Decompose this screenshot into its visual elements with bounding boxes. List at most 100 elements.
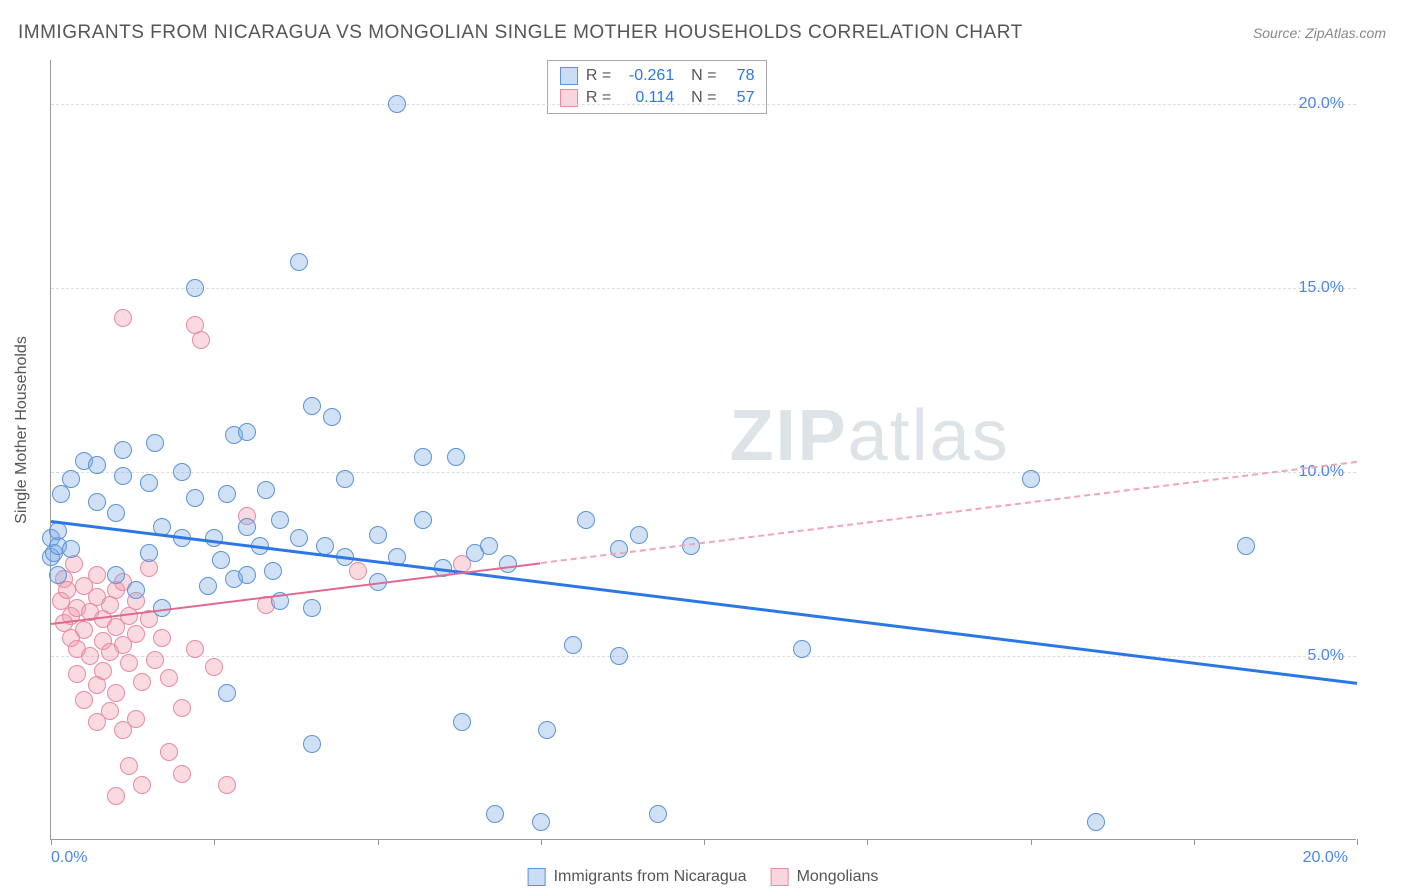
- x-tick-mark: [1357, 839, 1358, 845]
- scatter-point-blue: [114, 467, 132, 485]
- scatter-point-blue: [447, 448, 465, 466]
- scatter-point-pink: [153, 629, 171, 647]
- x-tick-label: 20.0%: [1303, 849, 1348, 867]
- scatter-point-pink: [88, 566, 106, 584]
- scatter-point-blue: [238, 518, 256, 536]
- scatter-point-blue: [316, 537, 334, 555]
- scatter-point-blue: [264, 562, 282, 580]
- scatter-point-blue: [49, 566, 67, 584]
- correlation-legend: R = -0.261 N = 78 R = 0.114 N = 57: [547, 60, 768, 114]
- scatter-point-pink: [160, 743, 178, 761]
- trend-line: [541, 461, 1357, 564]
- trend-line: [51, 520, 1357, 685]
- scatter-point-blue: [290, 529, 308, 547]
- x-tick-mark: [867, 839, 868, 845]
- scatter-point-blue: [610, 540, 628, 558]
- scatter-point-blue: [1237, 537, 1255, 555]
- chart-container: IMMIGRANTS FROM NICARAGUA VS MONGOLIAN S…: [0, 0, 1406, 892]
- gridline: [51, 472, 1356, 473]
- scatter-point-blue: [205, 529, 223, 547]
- correlation-row-blue: R = -0.261 N = 78: [560, 65, 755, 87]
- watermark: ZIPatlas: [730, 395, 1010, 477]
- scatter-point-blue: [486, 805, 504, 823]
- scatter-point-blue: [369, 526, 387, 544]
- scatter-point-blue: [1022, 470, 1040, 488]
- legend-label-pink: Mongolians: [797, 868, 879, 886]
- scatter-point-blue: [630, 526, 648, 544]
- scatter-point-pink: [114, 309, 132, 327]
- legend-item-blue: Immigrants from Nicaragua: [528, 868, 747, 886]
- swatch-pink-icon: [771, 868, 789, 886]
- scatter-point-pink: [94, 662, 112, 680]
- scatter-point-blue: [499, 555, 517, 573]
- scatter-point-pink: [349, 562, 367, 580]
- scatter-point-blue: [336, 470, 354, 488]
- scatter-point-pink: [127, 625, 145, 643]
- scatter-point-blue: [186, 279, 204, 297]
- x-tick-label: 0.0%: [51, 849, 87, 867]
- scatter-point-blue: [480, 537, 498, 555]
- scatter-point-pink: [68, 665, 86, 683]
- scatter-point-blue: [793, 640, 811, 658]
- gridline: [51, 288, 1356, 289]
- chart-title: IMMIGRANTS FROM NICARAGUA VS MONGOLIAN S…: [18, 22, 1023, 44]
- y-axis-label: Single Mother Households: [13, 336, 31, 524]
- n-value-blue: 78: [724, 67, 754, 85]
- correlation-row-pink: R = 0.114 N = 57: [560, 87, 755, 109]
- y-tick-label: 5.0%: [1308, 647, 1344, 665]
- scatter-point-pink: [173, 699, 191, 717]
- scatter-point-blue: [238, 423, 256, 441]
- scatter-point-blue: [271, 511, 289, 529]
- scatter-point-blue: [62, 540, 80, 558]
- scatter-point-blue: [414, 511, 432, 529]
- scatter-point-pink: [75, 691, 93, 709]
- scatter-point-blue: [127, 581, 145, 599]
- scatter-point-pink: [107, 787, 125, 805]
- gridline: [51, 104, 1356, 105]
- x-tick-mark: [541, 839, 542, 845]
- scatter-point-pink: [127, 710, 145, 728]
- scatter-point-pink: [120, 654, 138, 672]
- swatch-blue-icon: [560, 67, 578, 85]
- scatter-point-pink: [107, 684, 125, 702]
- x-tick-mark: [704, 839, 705, 845]
- scatter-point-pink: [205, 658, 223, 676]
- swatch-blue-icon: [528, 868, 546, 886]
- scatter-point-pink: [120, 757, 138, 775]
- scatter-point-pink: [173, 765, 191, 783]
- watermark-bold: ZIP: [730, 396, 848, 476]
- watermark-rest: atlas: [848, 396, 1010, 476]
- scatter-point-blue: [388, 95, 406, 113]
- source-attribution: Source: ZipAtlas.com: [1253, 25, 1386, 41]
- scatter-point-blue: [88, 456, 106, 474]
- scatter-point-blue: [303, 735, 321, 753]
- scatter-point-blue: [414, 448, 432, 466]
- r-label: R =: [586, 67, 611, 85]
- scatter-point-blue: [107, 504, 125, 522]
- scatter-point-blue: [107, 566, 125, 584]
- scatter-point-blue: [173, 463, 191, 481]
- legend-item-pink: Mongolians: [771, 868, 879, 886]
- scatter-point-pink: [186, 640, 204, 658]
- x-tick-mark: [1194, 839, 1195, 845]
- scatter-point-pink: [133, 776, 151, 794]
- scatter-point-blue: [88, 493, 106, 511]
- x-tick-mark: [51, 839, 52, 845]
- scatter-point-pink: [218, 776, 236, 794]
- scatter-point-blue: [610, 647, 628, 665]
- series-legend: Immigrants from Nicaragua Mongolians: [528, 868, 879, 886]
- scatter-point-pink: [160, 669, 178, 687]
- scatter-point-pink: [101, 702, 119, 720]
- scatter-point-blue: [218, 485, 236, 503]
- scatter-point-blue: [564, 636, 582, 654]
- scatter-point-blue: [114, 441, 132, 459]
- scatter-point-blue: [1087, 813, 1105, 831]
- n-label: N =: [682, 67, 716, 85]
- scatter-point-blue: [257, 481, 275, 499]
- scatter-point-blue: [62, 470, 80, 488]
- scatter-point-blue: [290, 253, 308, 271]
- scatter-point-pink: [58, 581, 76, 599]
- x-tick-mark: [214, 839, 215, 845]
- x-tick-mark: [378, 839, 379, 845]
- scatter-point-blue: [218, 684, 236, 702]
